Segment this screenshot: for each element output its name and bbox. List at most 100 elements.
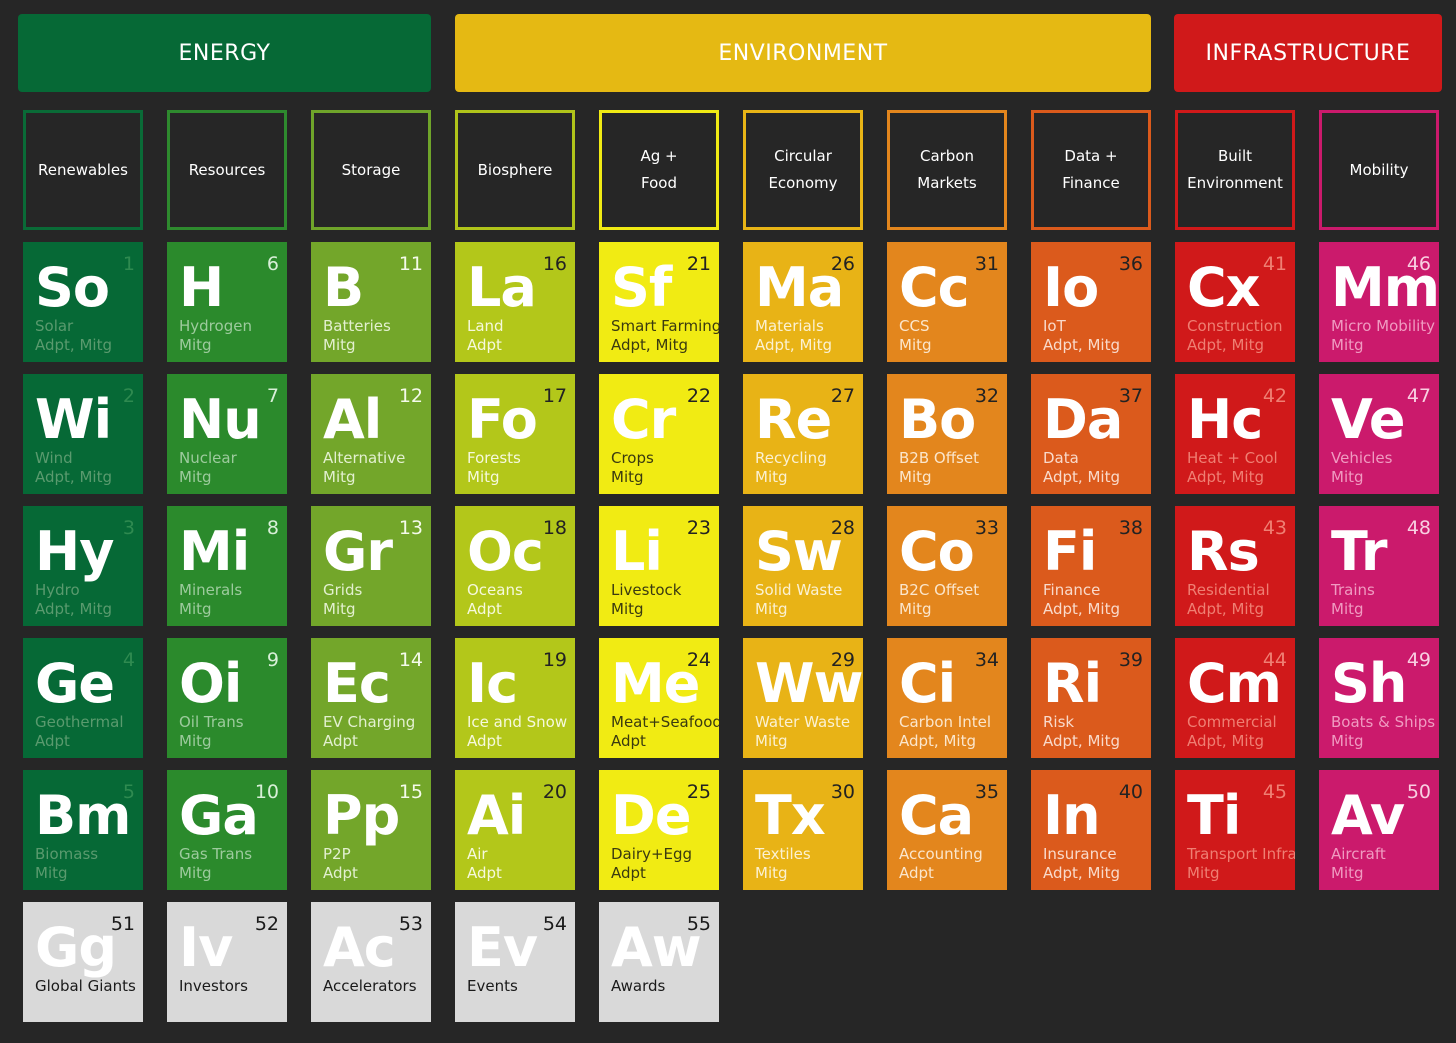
element-tile[interactable]: Wi 2 Wind Adpt, Mitg (23, 374, 143, 494)
element-tile[interactable]: Gr 13 Grids Mitg (311, 506, 431, 626)
element-tile[interactable]: Av 50 Aircraft Mitg (1319, 770, 1439, 890)
element-name: Oil Trans (179, 713, 244, 731)
element-tile[interactable]: Mi 8 Minerals Mitg (167, 506, 287, 626)
element-tile[interactable]: Gg 51 Global Giants (23, 902, 143, 1022)
element-tile[interactable]: Nu 7 Nuclear Mitg (167, 374, 287, 494)
element-tile[interactable]: Hy 3 Hydro Adpt, Mitg (23, 506, 143, 626)
element-tile[interactable]: Oi 9 Oil Trans Mitg (167, 638, 287, 758)
element-tile[interactable]: Co 33 B2C Offset Mitg (887, 506, 1007, 626)
element-tile[interactable]: Sw 28 Solid Waste Mitg (743, 506, 863, 626)
element-tile[interactable]: Ci 34 Carbon Intel Adpt, Mitg (887, 638, 1007, 758)
element-tile[interactable]: Li 23 Livestock Mitg (599, 506, 719, 626)
element-name: Gas Trans (179, 845, 253, 863)
element-number: 7 (266, 385, 279, 407)
element-tag: Adpt (611, 732, 646, 750)
element-tile[interactable]: La 16 Land Adpt (455, 242, 575, 362)
element-tile[interactable]: Sh 49 Boats & Ships Mitg (1319, 638, 1439, 758)
element-tile[interactable]: Hc 42 Heat + Cool Adpt, Mitg (1175, 374, 1295, 494)
element-tile[interactable]: Ai 20 Air Adpt (455, 770, 575, 890)
element-tile[interactable]: H 6 Hydrogen Mitg (167, 242, 287, 362)
element-tile[interactable]: Ma 26 Materials Adpt, Mitg (743, 242, 863, 362)
element-tile[interactable]: Mm 46 Micro Mobility Mitg (1319, 242, 1439, 362)
element-tile[interactable]: Io 36 IoT Adpt, Mitg (1031, 242, 1151, 362)
element-number: 53 (398, 913, 423, 935)
element-tag: Mitg (611, 468, 644, 486)
element-tile[interactable]: Sf 21 Smart Farming Adpt, Mitg (599, 242, 719, 362)
category-box[interactable]: Ag + Food (599, 110, 719, 230)
element-tile[interactable]: Ev 54 Events (455, 902, 575, 1022)
element-name: Residential (1187, 581, 1270, 599)
element-tile[interactable]: Bm 5 Biomass Mitg (23, 770, 143, 890)
element-tile[interactable]: Cc 31 CCS Mitg (887, 242, 1007, 362)
element-tag: Adpt (467, 336, 502, 354)
element-tile[interactable]: Oc 18 Oceans Adpt (455, 506, 575, 626)
category-box[interactable]: Renewables (23, 110, 143, 230)
element-tile[interactable]: Ca 35 Accounting Adpt (887, 770, 1007, 890)
element-tile[interactable]: Aw 55 Awards (599, 902, 719, 1022)
element-tag: Mitg (179, 468, 212, 486)
category-box[interactable]: Mobility (1319, 110, 1439, 230)
element-tile[interactable]: Ri 39 Risk Adpt, Mitg (1031, 638, 1151, 758)
category-box[interactable]: Circular Economy (743, 110, 863, 230)
element-tile[interactable]: Pp 15 P2P Adpt (311, 770, 431, 890)
element-tag: Adpt (467, 600, 502, 618)
element-name: IoT (1043, 317, 1066, 335)
element-tile[interactable]: Ec 14 EV Charging Adpt (311, 638, 431, 758)
element-name: Hydro (35, 581, 80, 599)
element-tile[interactable]: Fo 17 Forests Mitg (455, 374, 575, 494)
category-box[interactable]: Biosphere (455, 110, 575, 230)
element-number: 25 (686, 781, 711, 803)
element-tile[interactable]: Cm 44 Commercial Adpt, Mitg (1175, 638, 1295, 758)
category-box[interactable]: Resources (167, 110, 287, 230)
category-label: Storage (317, 116, 425, 224)
element-tile[interactable]: In 40 Insurance Adpt, Mitg (1031, 770, 1151, 890)
element-tile[interactable]: Ga 10 Gas Trans Mitg (167, 770, 287, 890)
element-tile[interactable]: Ac 53 Accelerators (311, 902, 431, 1022)
element-symbol: La (467, 256, 537, 319)
element-symbol: Cm (1187, 652, 1282, 715)
category-box[interactable]: Storage (311, 110, 431, 230)
element-tile[interactable]: Al 12 Alternative Mitg (311, 374, 431, 494)
element-symbol: Ge (35, 652, 115, 715)
element-tile[interactable]: Ve 47 Vehicles Mitg (1319, 374, 1439, 494)
element-tile[interactable]: Re 27 Recycling Mitg (743, 374, 863, 494)
element-tile[interactable]: Cx 41 Construction Adpt, Mitg (1175, 242, 1295, 362)
element-tile[interactable]: Da 37 Data Adpt, Mitg (1031, 374, 1151, 494)
element-number: 19 (542, 649, 567, 671)
element-tile[interactable]: Ic 19 Ice and Snow Adpt (455, 638, 575, 758)
element-number: 32 (974, 385, 999, 407)
element-tile[interactable]: So 1 Solar Adpt, Mitg (23, 242, 143, 362)
element-tile[interactable]: Bo 32 B2B Offset Mitg (887, 374, 1007, 494)
element-tile[interactable]: Me 24 Meat+Seafood Adpt (599, 638, 719, 758)
element-symbol: Fi (1043, 520, 1097, 583)
group-header-energy: ENERGY (18, 14, 431, 92)
element-tag: Adpt, Mitg (1187, 468, 1264, 486)
element-tag: Adpt, Mitg (1043, 864, 1120, 882)
element-tag: Adpt (35, 732, 70, 750)
element-tile[interactable]: De 25 Dairy+Egg Adpt (599, 770, 719, 890)
element-name: Minerals (179, 581, 243, 599)
category-box[interactable]: Built Environment (1175, 110, 1295, 230)
element-tile[interactable]: Fi 38 Finance Adpt, Mitg (1031, 506, 1151, 626)
element-tile[interactable]: Ge 4 Geothermal Adpt (23, 638, 143, 758)
element-symbol: Co (899, 520, 975, 583)
element-tile[interactable]: Ti 45 Transport Infra Mitg (1175, 770, 1295, 890)
element-tile[interactable]: Tx 30 Textiles Mitg (743, 770, 863, 890)
element-tag: Adpt (467, 732, 502, 750)
element-tag: Mitg (755, 864, 788, 882)
element-tile[interactable]: Rs 43 Residential Adpt, Mitg (1175, 506, 1295, 626)
element-name: EV Charging (323, 713, 416, 731)
element-tile[interactable]: Ww 29 Water Waste Mitg (743, 638, 863, 758)
element-tile[interactable]: B 11 Batteries Mitg (311, 242, 431, 362)
element-tag: Adpt, Mitg (1043, 468, 1120, 486)
element-symbol: Pp (323, 784, 400, 847)
element-tile[interactable]: Cr 22 Crops Mitg (599, 374, 719, 494)
element-tile[interactable]: Tr 48 Trains Mitg (1319, 506, 1439, 626)
element-symbol: Ic (467, 652, 518, 715)
category-box[interactable]: Carbon Markets (887, 110, 1007, 230)
category-box[interactable]: Data + Finance (1031, 110, 1151, 230)
group-header-environment: ENVIRONMENT (455, 14, 1151, 92)
element-tile[interactable]: Iv 52 Investors (167, 902, 287, 1022)
element-symbol: Ev (467, 916, 538, 979)
element-tag: Adpt, Mitg (1043, 336, 1120, 354)
